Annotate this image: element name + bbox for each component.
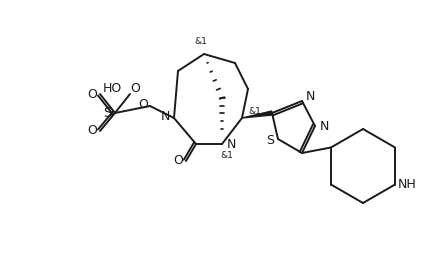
Text: &1: &1 [249, 108, 262, 116]
Text: S: S [104, 106, 113, 120]
Text: O: O [173, 153, 183, 167]
Text: N: N [305, 91, 315, 104]
Text: NH: NH [398, 178, 417, 191]
Text: O: O [87, 124, 97, 138]
Text: O: O [130, 81, 140, 94]
Text: O: O [138, 98, 148, 111]
Text: &1: &1 [194, 37, 207, 45]
Text: HO: HO [102, 81, 121, 94]
Polygon shape [242, 111, 272, 118]
Text: N: N [227, 138, 236, 151]
Text: N: N [160, 110, 170, 123]
Text: &1: &1 [221, 151, 234, 159]
Text: O: O [87, 87, 97, 100]
Text: N: N [320, 120, 329, 133]
Text: S: S [266, 134, 274, 147]
